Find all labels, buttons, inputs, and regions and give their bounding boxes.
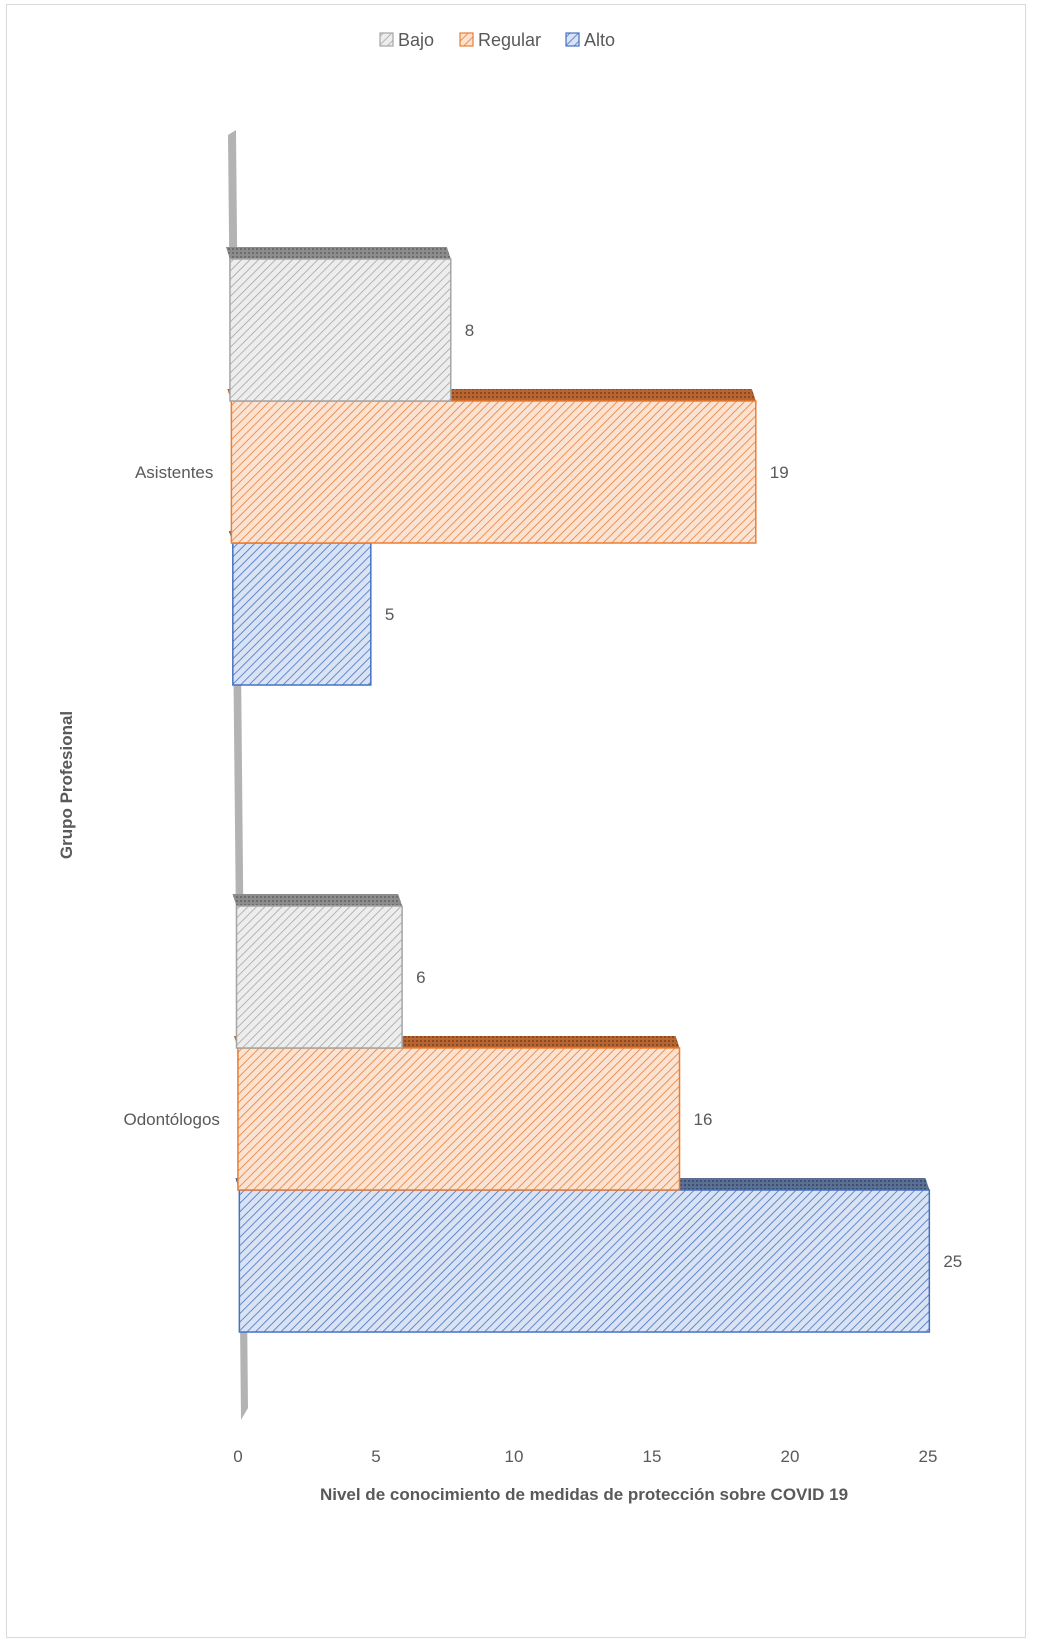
legend-item-regular: Regular: [459, 30, 541, 50]
y-axis-title: Grupo Profesional: [57, 711, 76, 859]
legend-swatch: [379, 32, 394, 47]
x-tick-label: 25: [919, 1447, 938, 1466]
data-labels: 5 19 8 25 16 6: [385, 321, 962, 1271]
category-label: Odontólogos: [124, 1110, 220, 1129]
x-tick-label: 0: [233, 1447, 242, 1466]
bar-bajo-asistentes: [225, 247, 452, 402]
legend-label: Alto: [584, 30, 615, 50]
legend-label: Bajo: [398, 30, 434, 50]
legend-swatch: [459, 32, 474, 47]
bars: [225, 247, 931, 1333]
legend-label: Regular: [478, 30, 541, 50]
bar-regular-odontólogos: [233, 1036, 681, 1191]
bar-regular-asistentes: [227, 389, 757, 544]
x-tick-label: 5: [371, 1447, 380, 1466]
legend-item-alto: Alto: [565, 30, 615, 50]
bar-alto-odontólogos: [235, 1178, 931, 1333]
category-labels: Asistentes Odontólogos: [124, 463, 220, 1129]
data-label: 8: [465, 321, 474, 340]
bar-alto-asistentes: [228, 531, 372, 686]
x-tick-label: 15: [643, 1447, 662, 1466]
legend: Bajo Regular Alto: [379, 30, 615, 50]
x-tick-label: 20: [781, 1447, 800, 1466]
data-label: 16: [694, 1110, 713, 1129]
x-axis-title: Nivel de conocimiento de medidas de prot…: [320, 1485, 848, 1504]
data-label: 6: [416, 968, 425, 987]
chart-frame: [6, 4, 1026, 1638]
legend-item-bajo: Bajo: [379, 30, 434, 50]
data-label: 5: [385, 605, 394, 624]
category-label: Asistentes: [135, 463, 213, 482]
data-label: 19: [770, 463, 789, 482]
data-label: 25: [943, 1252, 962, 1271]
legend-swatch: [565, 32, 580, 47]
x-tick-labels: 0 5 10 15 20 25: [233, 1447, 937, 1466]
x-tick-label: 10: [505, 1447, 524, 1466]
bar-bajo-odontólogos: [232, 894, 403, 1049]
